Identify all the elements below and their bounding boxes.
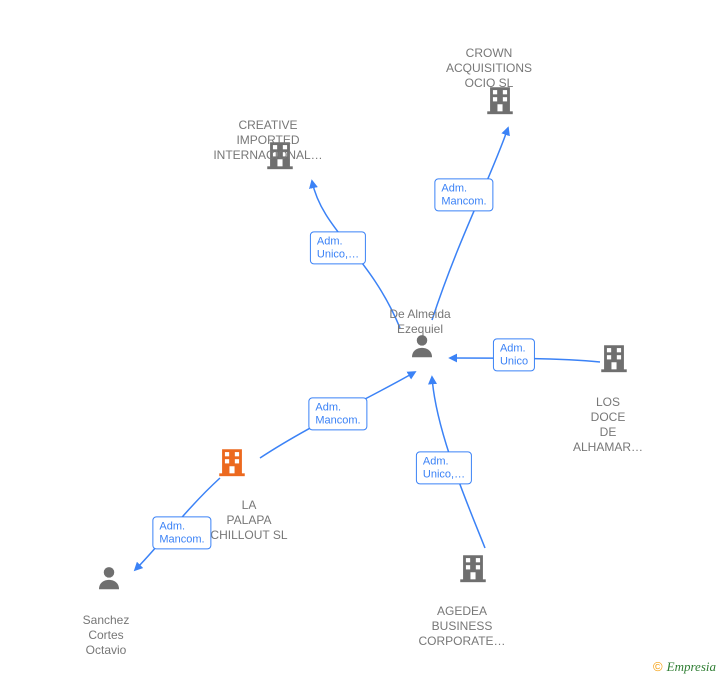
building-icon (215, 445, 249, 479)
node-label-crown: CROWN ACQUISITIONS OCIO SL (429, 46, 549, 91)
edge (432, 128, 508, 320)
building-icon (456, 551, 490, 585)
edge-label: Adm. Unico,… (310, 231, 366, 264)
node-label-creative: CREATIVE IMPORTED INTERNACIONAL… (208, 118, 328, 163)
watermark: © Empresia (653, 659, 716, 675)
diagram-canvas: CREATIVE IMPORTED INTERNACIONAL… CROWN A… (0, 0, 728, 685)
node-text: LA PALAPA CHILLOUT SL (210, 498, 287, 542)
edge-label: Adm. Mancom. (152, 516, 211, 549)
building-icon (215, 445, 249, 479)
edge-label: Adm. Unico,… (416, 451, 472, 484)
copyright-symbol: © (653, 659, 663, 674)
building-icon (597, 341, 631, 375)
node-text: De Almeida Ezequiel (389, 307, 450, 336)
node-text: CROWN ACQUISITIONS OCIO SL (446, 46, 532, 90)
node-text: Sanchez Cortes Octavio (83, 613, 130, 657)
node-text: AGEDEA BUSINESS CORPORATE… (418, 604, 505, 648)
person-icon (94, 563, 124, 593)
building-icon (597, 341, 631, 375)
edge-label: Adm. Mancom. (308, 397, 367, 430)
node-label-center: De Almeida Ezequiel (360, 307, 480, 337)
node-label-agedea: AGEDEA BUSINESS CORPORATE… (402, 604, 522, 649)
node-text: LOS DOCE DE ALHAMAR… (573, 395, 643, 454)
edge-label: Adm. Unico (493, 338, 535, 371)
node-label-sanchez: Sanchez Cortes Octavio (46, 613, 166, 658)
node-text: CREATIVE IMPORTED INTERNACIONAL… (213, 118, 322, 162)
person-icon (94, 563, 128, 597)
edge-label: Adm. Mancom. (434, 178, 493, 211)
building-icon (456, 551, 490, 585)
brand-name: Empresia (667, 659, 716, 674)
node-label-losdoce: LOS DOCE DE ALHAMAR… (548, 395, 668, 455)
